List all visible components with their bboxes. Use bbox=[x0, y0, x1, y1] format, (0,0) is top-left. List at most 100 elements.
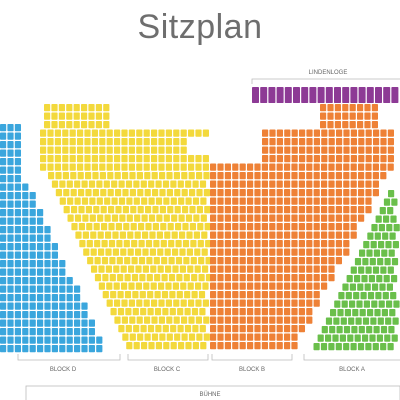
seat-block-c[interactable] bbox=[117, 308, 125, 316]
seat-block-c[interactable] bbox=[155, 197, 163, 205]
seat-block-b[interactable] bbox=[261, 325, 268, 333]
seat-block-c[interactable] bbox=[106, 138, 113, 146]
seat-block-d[interactable] bbox=[37, 217, 44, 225]
seat-block-b[interactable] bbox=[224, 333, 231, 341]
seat-block-b[interactable] bbox=[306, 146, 313, 154]
seat-block-c[interactable] bbox=[87, 257, 94, 265]
seat-block-b[interactable] bbox=[373, 138, 380, 146]
seat-block-c[interactable] bbox=[178, 197, 185, 205]
seat-block-c[interactable] bbox=[125, 180, 133, 188]
seat-block-b[interactable] bbox=[284, 248, 291, 256]
seat-block-b[interactable] bbox=[313, 257, 320, 265]
seat-block-b[interactable] bbox=[254, 316, 261, 324]
seat-block-c[interactable] bbox=[172, 265, 179, 273]
seat-block-b[interactable] bbox=[335, 197, 342, 205]
seat-block-c[interactable] bbox=[91, 163, 98, 171]
seat-block-a[interactable] bbox=[363, 241, 370, 249]
seat-block-b[interactable] bbox=[321, 206, 328, 214]
seat-block-b[interactable] bbox=[276, 163, 283, 171]
seat-block-c[interactable] bbox=[177, 325, 184, 333]
seat-block-c[interactable] bbox=[106, 163, 113, 171]
seat-block-c[interactable] bbox=[99, 172, 106, 180]
seat-block-c[interactable] bbox=[196, 189, 203, 197]
seat-block-d[interactable] bbox=[29, 311, 36, 319]
seat-block-c[interactable] bbox=[182, 206, 189, 214]
seat-block-b[interactable] bbox=[321, 223, 328, 231]
seat-block-b[interactable] bbox=[335, 206, 342, 214]
seat-block-b[interactable] bbox=[343, 197, 350, 205]
seat-block-b[interactable] bbox=[269, 316, 276, 324]
seat-block-c[interactable] bbox=[178, 342, 185, 350]
seat-block-d[interactable] bbox=[7, 209, 14, 217]
seat-block-c[interactable] bbox=[144, 316, 151, 324]
seat-block-b[interactable] bbox=[358, 197, 365, 205]
seat-block-a[interactable] bbox=[386, 283, 393, 291]
seat-block-c[interactable] bbox=[93, 206, 100, 214]
seat-block-c[interactable] bbox=[103, 104, 110, 112]
seat-block-a[interactable] bbox=[353, 292, 360, 300]
seat-block-c[interactable] bbox=[171, 231, 178, 239]
seat-block-b[interactable] bbox=[291, 274, 298, 282]
seat-block-b[interactable] bbox=[321, 265, 328, 273]
seat-block-b[interactable] bbox=[276, 155, 283, 163]
seat-block-c[interactable] bbox=[186, 231, 193, 239]
seat-block-c[interactable] bbox=[100, 206, 107, 214]
seat-block-b[interactable] bbox=[334, 121, 341, 129]
seat-block-b[interactable] bbox=[276, 240, 283, 248]
seat-block-c[interactable] bbox=[62, 172, 69, 180]
seat-block-b[interactable] bbox=[373, 155, 380, 163]
lindenloge-box[interactable] bbox=[309, 87, 317, 103]
seat-block-d[interactable] bbox=[0, 158, 7, 166]
seat-block-b[interactable] bbox=[306, 138, 313, 146]
seat-block-b[interactable] bbox=[306, 282, 313, 290]
seat-block-c[interactable] bbox=[77, 172, 84, 180]
seat-block-b[interactable] bbox=[254, 180, 261, 188]
seat-block-b[interactable] bbox=[210, 240, 217, 248]
seat-block-c[interactable] bbox=[96, 180, 103, 188]
seat-block-d[interactable] bbox=[7, 277, 14, 285]
seat-block-b[interactable] bbox=[269, 274, 276, 282]
seat-block-a[interactable] bbox=[374, 309, 381, 317]
seat-block-b[interactable] bbox=[321, 155, 328, 163]
seat-block-b[interactable] bbox=[247, 325, 254, 333]
seat-block-c[interactable] bbox=[144, 172, 151, 180]
seat-block-b[interactable] bbox=[364, 121, 371, 129]
seat-block-c[interactable] bbox=[198, 257, 205, 265]
seat-block-b[interactable] bbox=[328, 206, 335, 214]
seat-block-b[interactable] bbox=[217, 206, 224, 214]
seat-block-c[interactable] bbox=[166, 189, 173, 197]
seat-block-c[interactable] bbox=[175, 240, 182, 248]
seat-block-d[interactable] bbox=[29, 328, 36, 336]
seat-block-b[interactable] bbox=[232, 248, 239, 256]
seat-block-b[interactable] bbox=[284, 189, 291, 197]
seat-block-b[interactable] bbox=[254, 189, 261, 197]
seat-block-b[interactable] bbox=[276, 197, 283, 205]
seat-block-b[interactable] bbox=[350, 223, 357, 231]
seat-block-c[interactable] bbox=[116, 240, 123, 248]
seat-block-b[interactable] bbox=[210, 274, 217, 282]
seat-block-d[interactable] bbox=[66, 285, 73, 293]
seat-block-c[interactable] bbox=[137, 189, 144, 197]
seat-block-a[interactable] bbox=[328, 343, 335, 351]
seat-block-c[interactable] bbox=[183, 257, 190, 265]
seat-block-c[interactable] bbox=[146, 257, 153, 265]
seat-block-d[interactable] bbox=[29, 209, 36, 217]
seat-block-d[interactable] bbox=[14, 336, 21, 344]
seat-block-c[interactable] bbox=[141, 214, 148, 222]
seat-block-c[interactable] bbox=[192, 197, 200, 205]
seat-block-b[interactable] bbox=[313, 163, 320, 171]
seat-block-c[interactable] bbox=[128, 138, 135, 146]
seat-block-d[interactable] bbox=[51, 311, 58, 319]
seat-block-c[interactable] bbox=[136, 129, 143, 137]
lindenloge-box[interactable] bbox=[391, 87, 399, 103]
seat-block-b[interactable] bbox=[261, 172, 268, 180]
seat-block-b[interactable] bbox=[276, 257, 283, 265]
seat-block-b[interactable] bbox=[254, 291, 261, 299]
seat-block-c[interactable] bbox=[157, 248, 164, 256]
seat-block-b[interactable] bbox=[247, 214, 254, 222]
seat-block-b[interactable] bbox=[217, 172, 224, 180]
seat-block-b[interactable] bbox=[350, 129, 357, 137]
seat-block-b[interactable] bbox=[239, 223, 246, 231]
seat-block-b[interactable] bbox=[224, 299, 231, 307]
seat-block-a[interactable] bbox=[362, 258, 369, 266]
